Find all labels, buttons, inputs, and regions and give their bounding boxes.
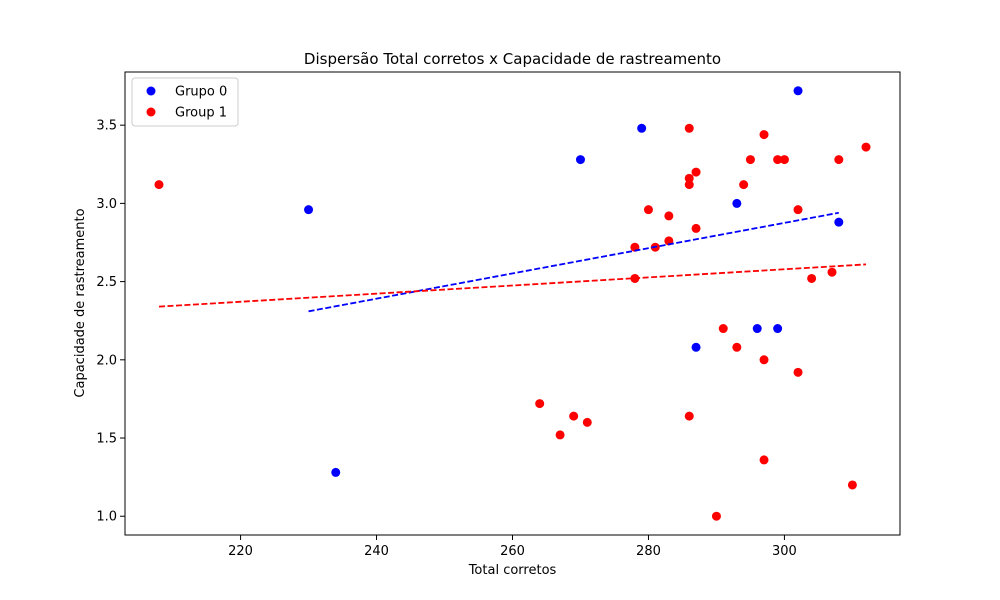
y-tick-label: 1.0 — [96, 510, 117, 525]
y-axis-label: Capacidade de rastreamento — [73, 208, 88, 397]
scatter-point — [793, 367, 803, 377]
scatter-point — [637, 123, 647, 133]
scatter-point — [745, 155, 755, 165]
x-tick-label: 280 — [636, 544, 661, 559]
scatter-point — [711, 511, 721, 521]
scatter-point — [793, 86, 803, 96]
scatter-point — [759, 455, 769, 465]
scatter-point — [827, 267, 837, 277]
scatter-point — [807, 273, 817, 283]
series-0 — [304, 86, 844, 477]
scatter-point — [684, 411, 694, 421]
scatter-point — [569, 411, 579, 421]
y-axis-ticks: 1.0 1.5 2.0 2.5 3.0 3.5 — [96, 119, 125, 525]
legend-marker — [146, 107, 156, 117]
x-tick-label: 240 — [364, 544, 389, 559]
y-tick-label: 3.0 — [96, 197, 117, 212]
trend-line-0 — [308, 211, 839, 313]
scatter-point — [643, 205, 653, 215]
scatter-point — [779, 155, 789, 165]
x-axis-ticks: 220 240 260 280 300 — [228, 535, 797, 559]
scatter-point — [691, 342, 701, 352]
x-tick-label: 220 — [228, 544, 253, 559]
scatter-point — [691, 167, 701, 177]
scatter-point — [684, 123, 694, 133]
scatter-point — [773, 324, 783, 334]
scatter-point — [752, 324, 762, 334]
y-tick-label: 1.5 — [96, 432, 117, 447]
y-tick-label: 2.5 — [96, 275, 117, 290]
scatter-point — [718, 324, 728, 334]
scatter-point — [582, 417, 592, 427]
scatter-point — [773, 155, 783, 165]
scatter-point — [834, 155, 844, 165]
plot-area-frame — [124, 71, 901, 536]
y-tick-label: 2.0 — [96, 353, 117, 368]
scatter-point — [759, 130, 769, 140]
x-tick-label: 300 — [772, 544, 797, 559]
legend-marker — [146, 86, 156, 96]
scatter-point — [555, 430, 565, 440]
scatter-point — [304, 205, 314, 215]
scatter-point — [331, 467, 341, 477]
scatter-point — [793, 205, 803, 215]
scatter-point — [834, 217, 844, 227]
x-axis-label: Total corretos — [468, 563, 557, 578]
scatter-point — [732, 342, 742, 352]
scatter-point — [739, 180, 749, 190]
legend-label: Group 1 — [175, 106, 227, 121]
scatter-point — [691, 223, 701, 233]
chart-title: Dispersão Total corretos x Capacidade de… — [304, 50, 721, 68]
scatter-point — [664, 211, 674, 221]
scatter-point — [154, 180, 164, 190]
x-tick-label: 260 — [500, 544, 525, 559]
plot-marks — [154, 86, 871, 521]
legend-box — [131, 77, 239, 127]
scatter-point — [535, 399, 545, 409]
scatter-point — [684, 173, 694, 183]
scatter-point — [684, 180, 694, 190]
trend-line-1 — [158, 263, 867, 308]
scatter-point — [861, 142, 871, 152]
y-tick-label: 3.5 — [96, 119, 117, 134]
scatter-point — [575, 155, 585, 165]
scatter-point — [732, 198, 742, 208]
series-1 — [154, 123, 871, 521]
legend: Grupo 0 Group 1 — [131, 77, 239, 127]
legend-label: Grupo 0 — [175, 85, 227, 100]
scatter-point — [847, 480, 857, 490]
scatter-point — [759, 355, 769, 365]
